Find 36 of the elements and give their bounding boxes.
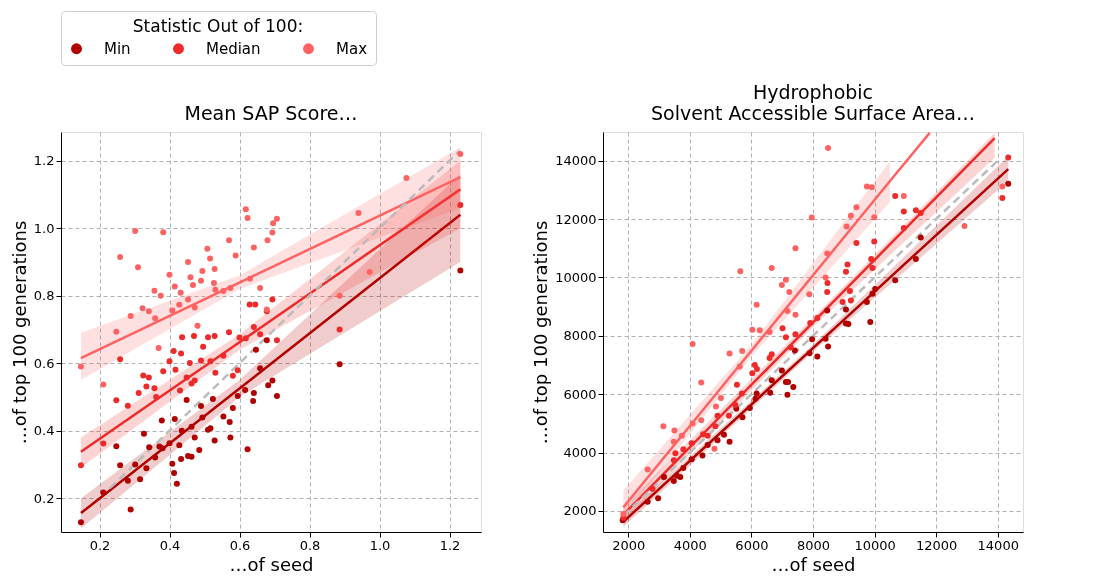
y-axis-title: …of top 100 generations <box>530 220 552 445</box>
y-tick-label: 0.6 <box>33 355 55 371</box>
chart-title: Mean SAP Score… <box>184 102 358 124</box>
y-tick-label: 1.0 <box>33 220 55 236</box>
x-tick-label: 0.6 <box>229 537 251 553</box>
y-tick-label: 8000 <box>563 328 597 344</box>
x-tick-label: 1.0 <box>369 537 391 553</box>
x-axis-title: …of seed <box>229 553 314 575</box>
x-tick-label: 0.8 <box>299 537 321 553</box>
x-tick-label: 4000 <box>673 537 707 553</box>
legend-label: Median <box>206 39 261 58</box>
legend-title: Statistic Out of 100: <box>132 16 304 36</box>
legend-label: Max <box>336 39 368 58</box>
y-tick-label: 10000 <box>555 269 597 285</box>
y-tick-label: 4000 <box>563 445 597 461</box>
x-tick-label: 6000 <box>735 537 769 553</box>
y-tick-label: 0.4 <box>33 423 55 439</box>
x-axis-title: …of seed <box>771 553 856 575</box>
x-tick-label: 14000 <box>977 537 1019 553</box>
x-tick-label: 0.4 <box>159 537 181 553</box>
y-tick-label: 0.2 <box>33 490 55 506</box>
legend-label: Min <box>104 39 131 58</box>
x-tick-label: 12000 <box>915 537 958 553</box>
y-tick-label: 12000 <box>555 211 597 227</box>
chart-title: Hydrophobic Solvent Accessible Surface Area… <box>651 80 975 124</box>
y-tick-label: 2000 <box>563 503 597 519</box>
y-tick-label: 0.8 <box>33 288 55 304</box>
y-tick-label: 1.2 <box>33 153 55 169</box>
x-tick-label: 1.2 <box>439 537 461 553</box>
y-tick-label: 14000 <box>555 153 597 169</box>
y-tick-label: 6000 <box>563 386 597 402</box>
x-tick-label: 8000 <box>796 537 831 553</box>
x-tick-label: 0.2 <box>89 537 111 553</box>
x-tick-label: 10000 <box>854 537 896 553</box>
x-tick-label: 2000 <box>612 537 646 553</box>
y-axis-title: …of top 100 generations <box>8 220 30 445</box>
